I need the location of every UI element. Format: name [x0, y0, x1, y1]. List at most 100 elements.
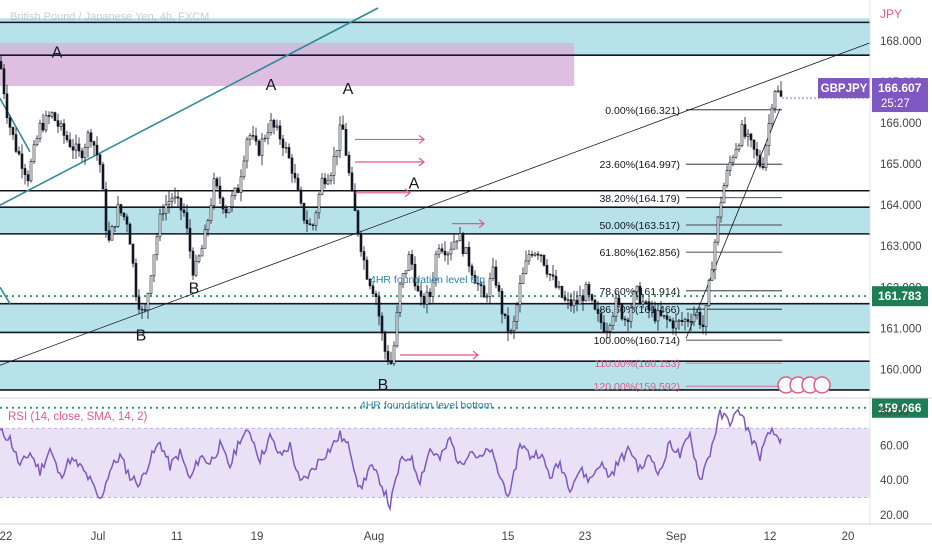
candle-body: [530, 254, 534, 256]
candle-body: [143, 309, 147, 311]
candle-body: [269, 119, 273, 133]
candle-body: [752, 139, 756, 150]
candle-body: [332, 156, 336, 176]
candle-body: [659, 310, 663, 316]
fib-label-6: 86.60%(161.466): [599, 304, 680, 316]
candle-body: [545, 264, 549, 275]
candle-body: [77, 143, 81, 152]
candle-body: [17, 151, 21, 155]
candle-body: [656, 310, 660, 322]
candle-body: [95, 144, 99, 156]
wave-label-1: A: [266, 77, 277, 94]
candle-body: [683, 319, 687, 322]
candle-body: [314, 212, 318, 226]
candle-body: [170, 197, 174, 202]
candle-body: [107, 230, 111, 241]
candle-body: [299, 189, 303, 204]
candle-body: [749, 133, 753, 141]
candle-body: [509, 330, 513, 332]
candle-body: [191, 250, 195, 276]
candle-body: [5, 93, 9, 119]
candle-body: [398, 283, 402, 313]
candle-body: [185, 212, 189, 229]
candle-body: [458, 233, 462, 242]
zone-3: [0, 361, 870, 390]
candle-body: [728, 162, 732, 171]
candle-body: [164, 204, 168, 214]
candle-body: [737, 145, 741, 150]
candle-body: [116, 204, 120, 227]
y-tick-label: 165.000: [880, 159, 922, 171]
candle-body: [335, 150, 339, 157]
candle-layer: [0, 55, 870, 367]
candle-body: [146, 293, 150, 311]
candle-body: [197, 255, 201, 262]
candle-body: [557, 286, 561, 288]
candle-body: [278, 125, 282, 140]
candle-body: [617, 297, 621, 306]
candle-body: [74, 143, 78, 151]
candle-body: [542, 254, 546, 266]
candle-body: [431, 279, 435, 298]
y-tick-label: 160.000: [880, 364, 922, 376]
fib-label-8: 110.00%(160.153): [594, 358, 680, 370]
candle-body: [695, 311, 699, 316]
candle-body: [614, 297, 618, 317]
candle-body: [479, 283, 483, 287]
candle-body: [266, 132, 270, 139]
candle-body: [179, 197, 183, 211]
candle-body: [635, 285, 639, 293]
candle-body: [167, 200, 171, 205]
teal-trendline: [0, 7, 379, 206]
wave-label-5: B: [189, 280, 200, 297]
wave-label-0: A: [52, 44, 63, 61]
candle-body: [263, 137, 267, 140]
candle-body: [446, 253, 450, 256]
candle-body: [767, 123, 771, 146]
candle-body: [53, 112, 57, 121]
candle-body: [476, 282, 480, 285]
teal-short-line-2: [0, 286, 11, 305]
symbol-badge: [818, 78, 870, 99]
candle-body: [152, 254, 156, 277]
fib-label-3: 50.00%(163.517): [599, 220, 680, 232]
rsi-title: RSI (14, close, SMA, 14, 2): [8, 411, 148, 423]
candle-body: [215, 178, 219, 187]
candle-body: [638, 285, 642, 305]
candle-body: [404, 270, 408, 275]
candle-body: [512, 321, 516, 332]
candle-body: [23, 168, 27, 175]
candle-body: [110, 226, 114, 241]
candle-body: [305, 220, 309, 225]
candle-body: [440, 248, 444, 252]
candle-body: [533, 253, 537, 256]
candle-body: [89, 132, 93, 142]
candle-body: [371, 285, 375, 294]
candle-body: [44, 115, 48, 131]
candle-body: [20, 153, 24, 169]
event-icon: [813, 376, 831, 394]
candle-body: [470, 265, 474, 276]
candle-body: [374, 293, 378, 298]
candle-body: [428, 291, 432, 298]
candle-body: [14, 134, 18, 152]
candle-body: [80, 150, 84, 159]
candle-body: [341, 124, 345, 130]
candle-body: [101, 164, 105, 190]
candle-body: [773, 91, 777, 109]
candle-body: [296, 177, 300, 191]
candle-body: [395, 312, 399, 347]
level-badge-1: [872, 397, 928, 418]
candle-body: [134, 263, 138, 298]
candle-body: [251, 135, 255, 137]
symbol-badge-text: GBPJPY: [821, 83, 868, 95]
candle-body: [464, 246, 468, 254]
candle-body: [194, 261, 198, 276]
candle-body: [176, 196, 180, 199]
candle-body: [377, 296, 381, 317]
candle-body: [311, 224, 315, 226]
candle-body: [326, 179, 330, 185]
annotation-layer: A A A A B B B 4HR foundation level top 4HR found…: [52, 44, 493, 411]
candle-body: [653, 308, 657, 322]
